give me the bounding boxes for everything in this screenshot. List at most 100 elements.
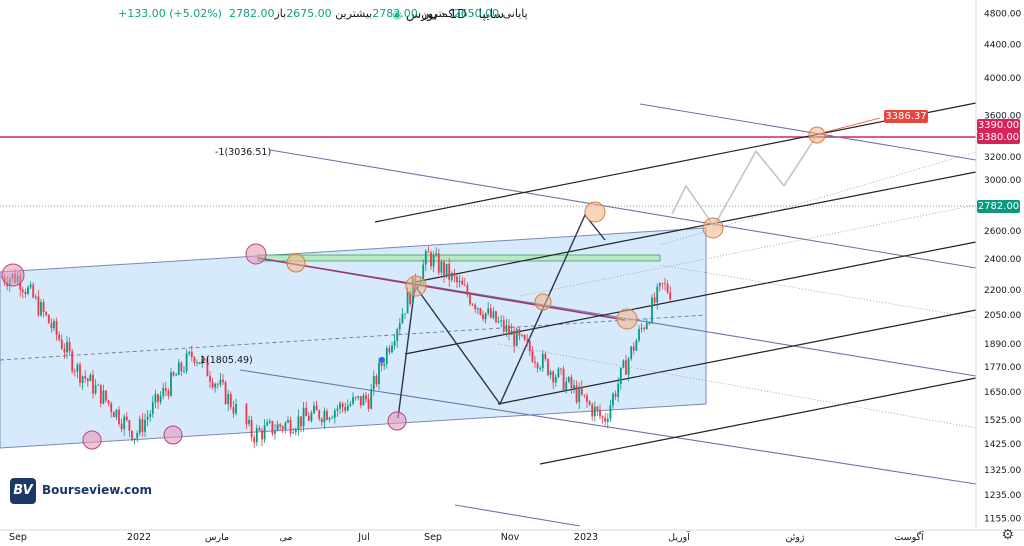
- candle-body: [432, 255, 435, 267]
- pivot-highlight-circle: [702, 217, 724, 239]
- channel-line: [404, 241, 977, 355]
- candle-body: [539, 368, 542, 369]
- support-zone: [257, 254, 661, 262]
- price-axis[interactable]: 4800.00 4400.00 4000.00 3600.00 3200.00 3000.…: [975, 0, 1021, 530]
- candle-body: [528, 341, 531, 352]
- fan-line: [519, 204, 977, 297]
- candle-body: [302, 408, 305, 427]
- y-tick-label: 1525.00: [984, 416, 1021, 426]
- candle-body: [21, 289, 24, 292]
- change-value: +133.00 (+5.02%): [118, 7, 222, 20]
- candle-body: [469, 294, 471, 305]
- title-separator-2: ·: [441, 6, 446, 21]
- candle-body: [281, 426, 284, 430]
- y-tick-label: 1235.00: [984, 491, 1021, 501]
- candle-body: [326, 411, 328, 420]
- candle-body: [372, 376, 375, 390]
- candle-body: [476, 308, 479, 310]
- candle-body: [554, 377, 557, 383]
- candle-body: [68, 342, 71, 352]
- candle-body: [601, 416, 604, 418]
- candle-body: [261, 430, 263, 440]
- candle-body: [245, 403, 248, 424]
- candle-body: [294, 429, 297, 433]
- candle-body: [456, 276, 458, 283]
- candle-body: [492, 311, 495, 318]
- candle-body: [175, 375, 178, 376]
- candle-body: [612, 393, 614, 406]
- low-value: 2650.00: [453, 7, 500, 20]
- pivot-highlight-circle: [808, 126, 826, 144]
- candle-body: [235, 403, 237, 414]
- candle-body: [76, 364, 79, 372]
- candle-body: [209, 376, 211, 382]
- high-label: بیشترین: [335, 7, 373, 20]
- candle-body: [398, 323, 401, 330]
- gear-icon[interactable]: ⚙: [1001, 527, 1014, 543]
- close-label: پایانی: [502, 7, 528, 20]
- candle-body: [362, 395, 365, 406]
- candle-body: [105, 390, 107, 401]
- candle-body: [606, 418, 609, 422]
- candle-body: [66, 342, 68, 353]
- candle-body: [666, 283, 669, 293]
- candle-body: [92, 374, 94, 394]
- candle-body: [55, 320, 58, 335]
- candle-body: [24, 291, 27, 294]
- candle-body: [502, 320, 505, 332]
- close-value: 2782.00: [228, 7, 275, 20]
- candle-body: [443, 261, 445, 276]
- candle-body: [526, 339, 529, 342]
- ascending-channel: [0, 227, 707, 449]
- candle-body: [557, 368, 560, 378]
- candle-body: [391, 345, 393, 353]
- candle-body: [53, 320, 55, 329]
- candle-body: [157, 394, 159, 402]
- symbol-title[interactable]: سایپا · 1D · بورس ◉: [388, 6, 504, 21]
- candle-body: [365, 395, 367, 400]
- x-tick-label: 2023: [574, 532, 598, 543]
- candle-body: [151, 402, 154, 414]
- candle-body: [154, 394, 157, 403]
- candle-body: [593, 406, 596, 417]
- candle-body: [515, 329, 518, 346]
- candle-body: [393, 341, 396, 346]
- candle-body: [224, 382, 227, 404]
- x-tick-label: آگوست: [894, 530, 924, 543]
- candle-body: [495, 311, 497, 323]
- candle-body: [287, 419, 289, 423]
- candle-body: [89, 374, 92, 382]
- candle-body: [323, 411, 326, 423]
- last-price-tag: 2782.00: [977, 200, 1020, 213]
- time-axis[interactable]: Sep 2022 مارس می Jul Sep Nov 2023 آوریل ژوئن آگوست: [0, 529, 1024, 543]
- candle-body: [149, 413, 152, 417]
- candle-body: [648, 322, 651, 324]
- candle-body: [29, 284, 32, 288]
- candle-body: [300, 416, 302, 427]
- y-tick-label: 2200.00: [984, 286, 1021, 296]
- candle-body: [591, 404, 594, 417]
- candle-body: [86, 378, 89, 382]
- candle-body: [440, 261, 443, 273]
- pitchfork-arm: [269, 149, 977, 269]
- channel-line: [374, 102, 977, 223]
- symbol-name: سایپا: [478, 6, 504, 21]
- pivot-highlight-circle: [163, 425, 183, 445]
- pivot-highlight-circle: [245, 243, 267, 265]
- y-tick-label: 3600.00: [984, 111, 1021, 121]
- candle-body: [297, 416, 300, 430]
- candle-body: [359, 396, 362, 406]
- candles-layer: [1, 246, 672, 449]
- exchange-label: بورس: [405, 6, 438, 21]
- candle-body: [669, 292, 672, 300]
- candle-body: [640, 327, 643, 329]
- candle-body: [120, 423, 123, 430]
- candle-body: [222, 379, 224, 383]
- candle-body: [658, 283, 661, 287]
- channel-line: [497, 309, 977, 405]
- y-tick-label: 4800.00: [984, 10, 1021, 20]
- candle-body: [232, 407, 235, 414]
- candle-body: [385, 348, 388, 365]
- candle-body: [570, 377, 573, 389]
